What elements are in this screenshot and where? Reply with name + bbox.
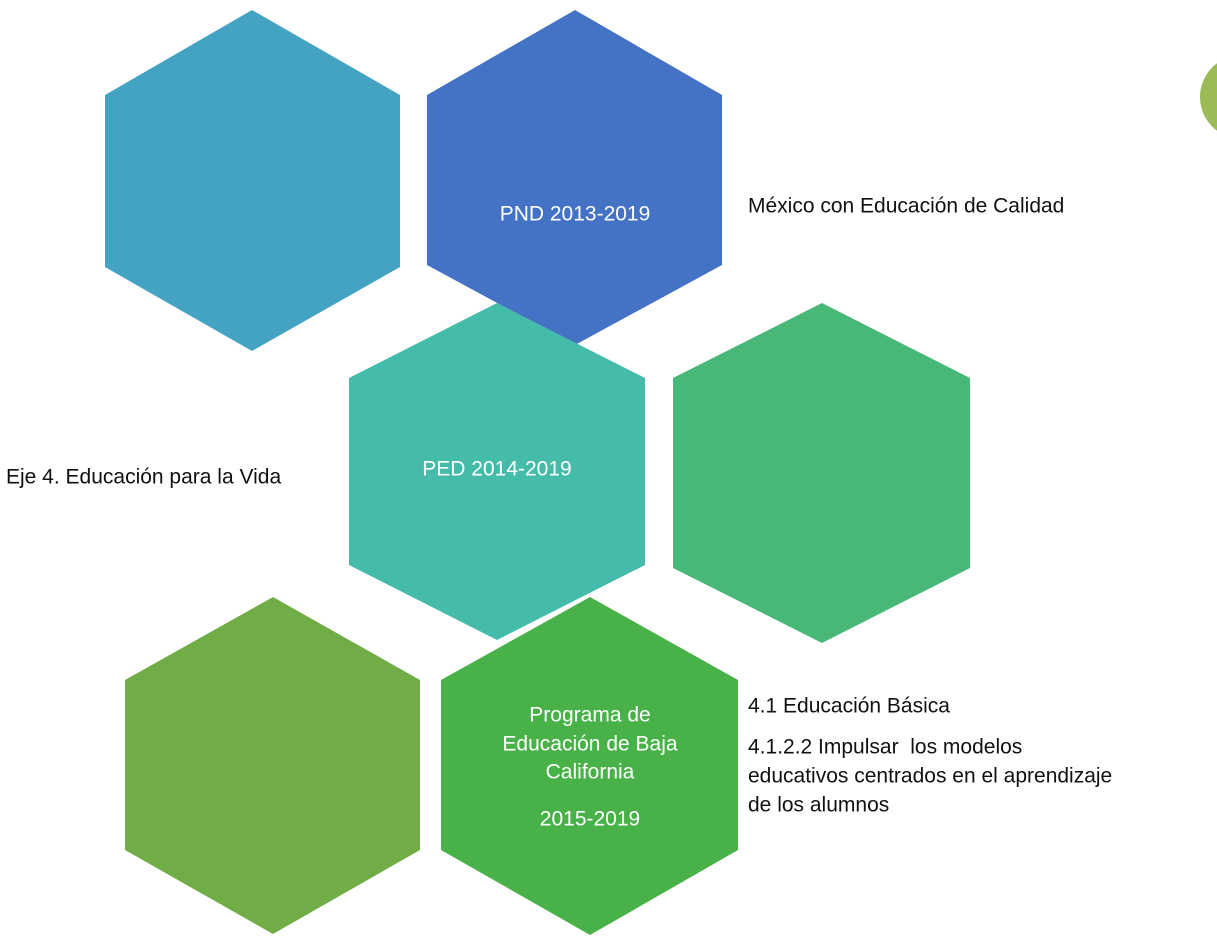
node-label: Programa de [529, 704, 650, 727]
note: Eje 4. Educación para la Vida [6, 466, 281, 489]
hexagon [673, 303, 970, 643]
node-label: PND 2013-2019 [500, 203, 651, 226]
note: de los alumnos [748, 794, 889, 817]
node-label: 2015-2019 [540, 808, 640, 831]
hexagon [105, 10, 400, 351]
hexagon [125, 597, 420, 934]
circle [1200, 63, 1217, 131]
node-label: Educación de Baja [502, 733, 677, 756]
node-label: PED 2014-2019 [422, 458, 571, 481]
node-label: California [546, 761, 635, 784]
hexagon [441, 597, 738, 935]
note: 4.1 Educación Básica [748, 695, 950, 718]
note: 4.1.2.2 Impulsar los modelos [748, 736, 1022, 759]
hexagon [427, 10, 722, 345]
note: educativos centrados en el aprendizaje [748, 765, 1112, 788]
note: México con Educación de Calidad [748, 195, 1064, 218]
hexagon [349, 303, 645, 640]
